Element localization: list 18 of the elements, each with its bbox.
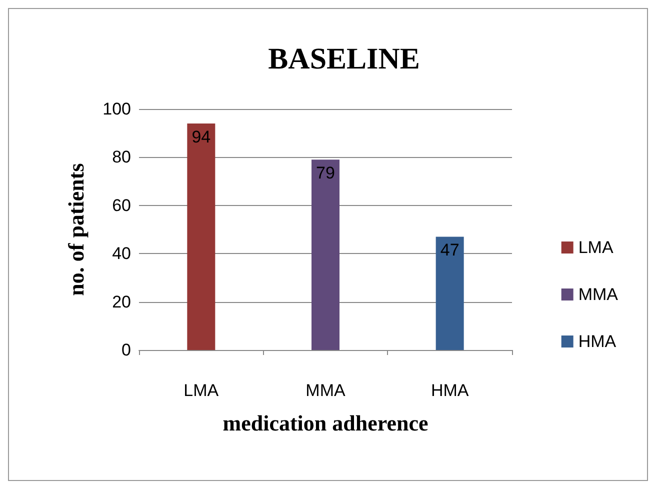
y-tick-label: 100 (102, 100, 131, 118)
data-label: 94 (192, 127, 211, 146)
legend-label: HMA (578, 332, 617, 351)
y-tick-label: 0 (122, 340, 131, 360)
x-axis-title: medication adherence (222, 410, 428, 436)
legend-label: MMA (578, 285, 619, 304)
data-label: 79 (316, 164, 335, 183)
y-tick-label: 80 (112, 148, 131, 167)
chart-title: BASELINE (268, 42, 420, 76)
x-tick-label: HMA (430, 381, 470, 400)
y-tick-label: 40 (112, 244, 131, 264)
y-axis-title: no. of patients (64, 162, 88, 296)
x-tick-label: LMA (184, 381, 220, 400)
x-tick-label: MMA (306, 381, 346, 400)
y-tick-label: 60 (112, 196, 131, 215)
data-label: 47 (440, 240, 460, 260)
y-tick-label: 20 (112, 292, 131, 312)
legend-label: LMA (578, 238, 614, 257)
